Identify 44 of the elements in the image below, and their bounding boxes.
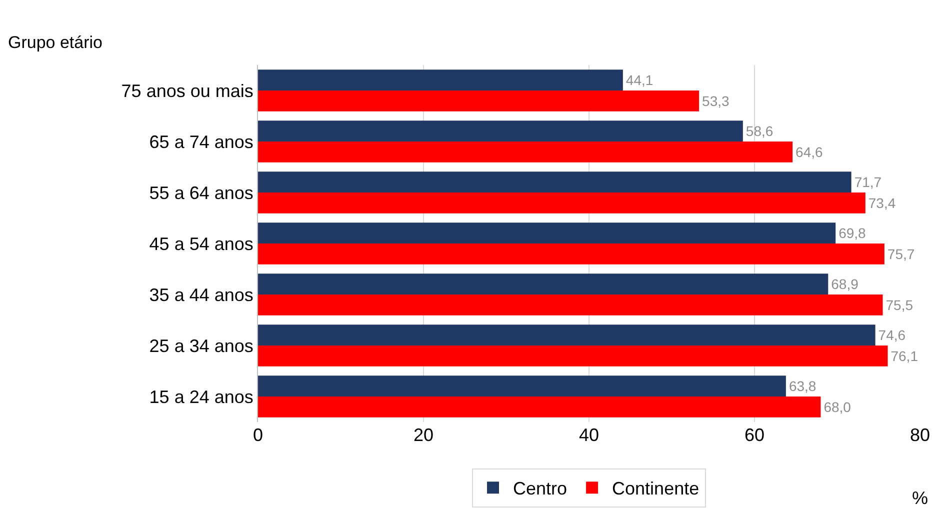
legend-label: Centro — [513, 478, 568, 499]
x-axis-title: % — [912, 488, 928, 508]
bar — [258, 142, 793, 162]
data-label: 53,3 — [702, 92, 730, 109]
data-label: 71,7 — [854, 174, 882, 190]
data-label: 69,8 — [838, 225, 866, 242]
data-label: 63,8 — [788, 378, 816, 394]
bar — [258, 192, 866, 214]
x-tick-label: 60 — [744, 425, 765, 445]
x-tick-label: 40 — [578, 425, 600, 445]
y-axis-title: Grupo etário — [8, 33, 102, 52]
data-label: 73,4 — [868, 194, 896, 211]
data-label: 44,1 — [626, 72, 654, 88]
legend-label: Continente — [612, 478, 700, 499]
x-tick-label: 80 — [910, 425, 930, 445]
bar — [258, 346, 888, 366]
y-tick-label: 75 anos ou mais — [121, 80, 254, 101]
bar — [258, 222, 836, 244]
bar — [258, 274, 828, 294]
bar — [258, 120, 743, 142]
y-tick-label: 45 a 54 anos — [149, 234, 254, 254]
data-label: 58,6 — [746, 123, 774, 140]
data-label: 75,5 — [886, 296, 914, 313]
data-label: 76,1 — [890, 348, 918, 364]
bar — [258, 294, 883, 316]
y-tick-label: 15 a 24 anos — [149, 386, 254, 407]
bar — [258, 324, 876, 346]
data-label: 68,0 — [824, 398, 852, 415]
x-tick-label: 0 — [252, 425, 264, 445]
y-tick-label: 35 a 44 anos — [149, 284, 254, 305]
x-tick-label: 20 — [413, 425, 434, 445]
bar — [258, 396, 821, 418]
y-tick-label: 65 a 74 anos — [149, 132, 254, 152]
bar — [258, 244, 884, 264]
bar — [258, 172, 852, 192]
data-label: 75,7 — [887, 246, 915, 262]
bar — [258, 90, 700, 112]
y-tick-label: 55 a 64 anos — [149, 182, 254, 203]
y-tick-label: 25 a 34 anos — [149, 336, 254, 356]
data-label: 74,6 — [878, 327, 906, 344]
bar — [258, 70, 623, 90]
data-label: 68,9 — [831, 276, 859, 292]
data-label: 64,6 — [796, 144, 824, 160]
bar — [258, 376, 786, 396]
